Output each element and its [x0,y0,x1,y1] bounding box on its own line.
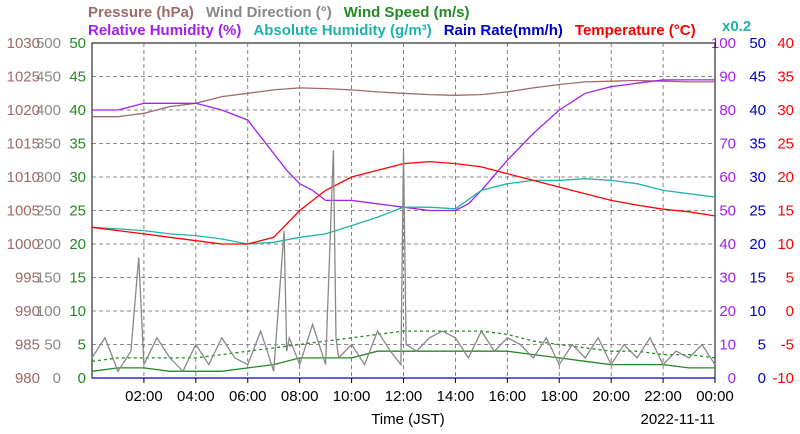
wind-direction-tick-label: 150 [36,270,61,287]
x-axis: 02:00 04:00 06:00 08:00 10:00 12:00 14:00 16:00… [125,378,734,405]
rain-rate-tick-label: 15 [749,270,766,287]
legend-entry: Wind Speed (m/s) [344,4,470,21]
right-axes: 1009080706050403020100504540353025201510… [711,35,794,387]
wind-speed-tick-label: 25 [69,203,86,220]
series-line [91,178,716,245]
x-tick-label: 00:00 [696,388,734,405]
temperature-tick-label: 0 [786,303,794,320]
rain-rate-tick-label: 20 [749,236,766,253]
pressure-tick-label: 980 [15,370,40,387]
temperature-tick-label: 5 [786,270,794,287]
rain-rate-tick-label: 50 [749,35,766,52]
legend-entry: Rain Rate(mm/h) [444,22,563,39]
pressure-tick-label: 990 [15,303,40,320]
legend-entry: Relative Humidity (%) [88,22,241,39]
legend-entry: Absolute Humidity (g/m³) [253,22,431,39]
wind-speed-tick-label: 0 [78,370,86,387]
x-tick-label: 14:00 [437,388,475,405]
x-tick-label: 08:00 [281,388,319,405]
wind-speed-tick-label: 15 [69,270,86,287]
relative-humidity-tick-label: 100 [711,35,736,52]
relative-humidity-tick-label: 90 [719,69,736,86]
x-tick-label: 04:00 [177,388,215,405]
series-line [92,79,715,212]
rain-rate-tick-label: 5 [758,337,766,354]
rain-rate-tick-label: 10 [749,303,766,320]
pressure-tick-label: 1025 [7,69,40,86]
relative-humidity-tick-label: 10 [719,337,736,354]
x-tick-label: 12:00 [385,388,423,405]
relative-humidity-tick-label: 80 [719,102,736,119]
x-axis-title: Time (JST) [371,411,445,428]
rain-rate-tick-label: 45 [749,69,766,86]
wind-speed-tick-label: 50 [69,35,86,52]
legend-entry: Pressure (hPa) [88,4,194,21]
relative-humidity-tick-label: 60 [719,169,736,186]
wind-direction-tick-label: 300 [36,169,61,186]
rain-rate-tick-label: 25 [749,203,766,220]
legend-entry: Wind Direction (°) [206,4,332,21]
wind-speed-tick-label: 45 [69,69,86,86]
pressure-tick-label: 1010 [7,169,40,186]
left-axes: 1030102510201015101010051000995990985980… [7,35,86,387]
series-line [91,150,716,373]
pressure-tick-label: 995 [15,270,40,287]
legend: Pressure (hPa) Wind Direction (°) Wind Spe… [88,4,751,39]
wind-direction-tick-label: 50 [44,337,61,354]
x-tick-label: 10:00 [333,388,371,405]
pressure-tick-label: 1005 [7,203,40,220]
wind-direction-tick-label: 500 [36,35,61,52]
pressure-tick-label: 1000 [7,236,40,253]
wind-direction-tick-label: 100 [36,303,61,320]
series-line [91,330,716,362]
rain-rate-tick-label: 0 [758,370,766,387]
wind-speed-tick-label: 10 [69,303,86,320]
wind-speed-tick-label: 35 [69,136,86,153]
wind-direction-tick-label: 400 [36,102,61,119]
wind-speed-tick-label: 5 [78,337,86,354]
temperature-tick-label: 10 [777,236,794,253]
data-series [91,79,716,379]
date-label: 2022-11-11 [640,411,715,428]
x-tick-label: 06:00 [229,388,267,405]
temperature-tick-label: -5 [781,337,794,354]
relative-humidity-tick-label: 30 [719,270,736,287]
relative-humidity-tick-label: 0 [728,370,736,387]
x-tick-label: 20:00 [592,388,630,405]
x-tick-label: 16:00 [489,388,527,405]
x-tick-label: 22:00 [644,388,682,405]
temperature-tick-label: 35 [777,69,794,86]
temperature-tick-label: 20 [777,169,794,186]
pressure-tick-label: 1015 [7,136,40,153]
relative-humidity-tick-label: 40 [719,236,736,253]
wind-direction-tick-label: 350 [36,136,61,153]
rain-rate-tick-label: 40 [749,102,766,119]
temperature-tick-label: 30 [777,102,794,119]
relative-humidity-tick-label: 20 [719,303,736,320]
wind-speed-tick-label: 20 [69,236,86,253]
x-tick-label: 02:00 [125,388,163,405]
pressure-tick-label: 985 [15,337,40,354]
wind-direction-tick-label: 200 [36,236,61,253]
wind-speed-tick-label: 30 [69,169,86,186]
wind-direction-tick-label: 250 [36,203,61,220]
temperature-tick-label: 40 [777,35,794,52]
pressure-tick-label: 1030 [7,35,40,52]
temperature-tick-label: 25 [777,136,794,153]
rain-rate-tick-label: 30 [749,169,766,186]
pressure-tick-label: 1020 [7,102,40,119]
rain-scale-label: x0.2 [722,18,751,35]
wind-direction-tick-label: 450 [36,69,61,86]
temperature-tick-label: -10 [772,370,794,387]
temperature-tick-label: 15 [777,203,794,220]
relative-humidity-tick-label: 70 [719,136,736,153]
rain-rate-tick-label: 35 [749,136,766,153]
wind-speed-tick-label: 40 [69,102,86,119]
wind-direction-tick-label: 0 [53,370,61,387]
legend-entry: Temperature (°C) [575,22,696,39]
x-tick-label: 18:00 [540,388,578,405]
relative-humidity-tick-label: 50 [719,203,736,220]
